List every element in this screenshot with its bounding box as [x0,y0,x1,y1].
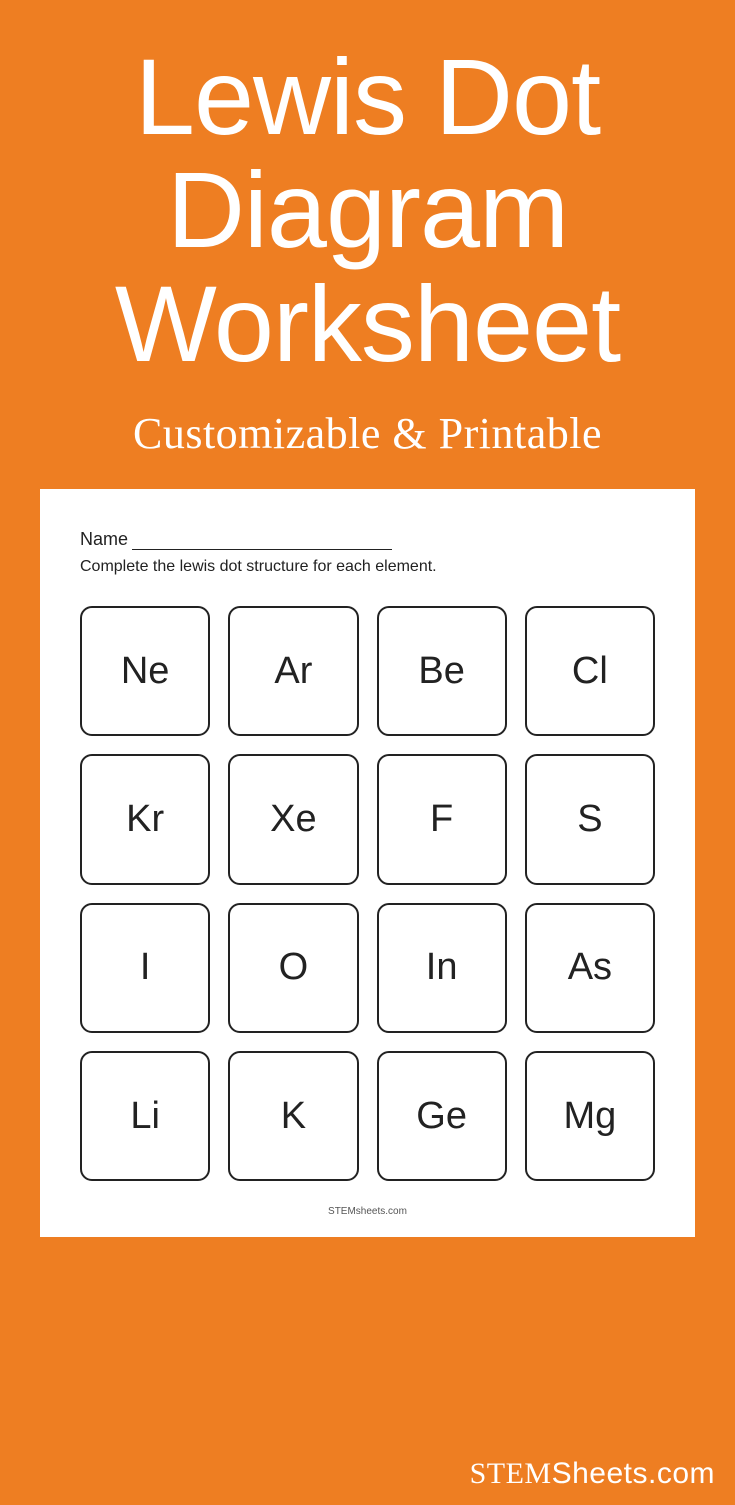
element-cell: S [525,754,655,884]
element-cell: Mg [525,1051,655,1181]
name-row: Name [80,529,655,550]
sheet-footer: STEMsheets.com [80,1206,655,1217]
element-cell: O [228,903,358,1033]
brand-tld: .com [648,1457,715,1490]
brand-light: Sheets [552,1457,648,1490]
element-grid: Ne Ar Be Cl Kr Xe F S I O In As Li K Ge … [80,606,655,1181]
worksheet-sheet: Name Complete the lewis dot structure fo… [40,489,695,1237]
element-cell: Ne [80,606,210,736]
element-cell: As [525,903,655,1033]
element-cell: Ar [228,606,358,736]
element-cell: Xe [228,754,358,884]
main-title: Lewis Dot Diagram Worksheet [0,40,735,380]
brand-bold: STEM [470,1457,552,1490]
brand-watermark: STEMSheets.com [470,1457,715,1491]
element-cell: Kr [80,754,210,884]
instruction-text: Complete the lewis dot structure for eac… [80,558,655,576]
element-cell: K [228,1051,358,1181]
title-line-2: Diagram [0,153,735,266]
element-cell: In [377,903,507,1033]
header: Lewis Dot Diagram Worksheet Customizable… [0,0,735,459]
element-cell: Li [80,1051,210,1181]
name-label: Name [80,529,128,550]
element-cell: I [80,903,210,1033]
title-line-1: Lewis Dot [0,40,735,153]
element-cell: F [377,754,507,884]
subtitle: Customizable & Printable [0,408,735,459]
title-line-3: Worksheet [0,267,735,380]
element-cell: Be [377,606,507,736]
element-cell: Ge [377,1051,507,1181]
element-cell: Cl [525,606,655,736]
name-blank-line [132,536,392,550]
